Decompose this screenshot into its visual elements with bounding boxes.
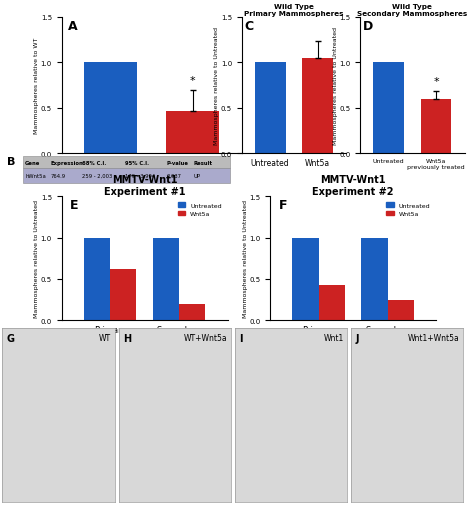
Text: 0.037: 0.037 bbox=[166, 174, 181, 179]
Y-axis label: Mammospheres relative to Untreated: Mammospheres relative to Untreated bbox=[34, 200, 39, 318]
Y-axis label: Mammospheres relative to Untreated: Mammospheres relative to Untreated bbox=[333, 27, 338, 145]
Text: C: C bbox=[244, 20, 253, 32]
Text: UP: UP bbox=[193, 174, 201, 179]
Text: 764.9: 764.9 bbox=[50, 174, 65, 179]
Bar bbox=[166, 111, 219, 154]
Text: hWnt5a: hWnt5a bbox=[25, 174, 46, 179]
Bar bbox=[388, 300, 414, 321]
Text: WT: WT bbox=[99, 333, 111, 342]
Text: A: A bbox=[68, 20, 78, 32]
Bar bbox=[23, 169, 230, 184]
Bar bbox=[84, 63, 137, 154]
Y-axis label: Mammospheres relative to Untreated: Mammospheres relative to Untreated bbox=[243, 200, 248, 318]
Bar bbox=[255, 63, 285, 154]
Text: Wnt1+Wnt5a: Wnt1+Wnt5a bbox=[408, 333, 460, 342]
Text: 259 - 2,003: 259 - 2,003 bbox=[82, 174, 112, 179]
Title: MMTV-Wnt1
Experiment #2: MMTV-Wnt1 Experiment #2 bbox=[312, 175, 394, 196]
Text: P-value: P-value bbox=[166, 160, 188, 165]
Text: WT+Wnt5a: WT+Wnt5a bbox=[184, 333, 228, 342]
Text: B: B bbox=[7, 157, 15, 167]
Bar bbox=[361, 238, 388, 321]
Legend: Untreated, Wnt5a: Untreated, Wnt5a bbox=[175, 200, 224, 219]
Text: Expression: Expression bbox=[50, 160, 83, 165]
Text: G: G bbox=[7, 333, 15, 343]
Bar bbox=[23, 157, 230, 169]
Bar bbox=[84, 238, 110, 321]
Text: F: F bbox=[278, 198, 287, 212]
Text: Result: Result bbox=[193, 160, 212, 165]
Bar bbox=[292, 238, 319, 321]
Title: Wild Type
Primary Mammospheres: Wild Type Primary Mammospheres bbox=[244, 4, 344, 17]
Text: I: I bbox=[239, 333, 243, 343]
Text: J: J bbox=[355, 333, 359, 343]
Text: Wnt1: Wnt1 bbox=[323, 333, 344, 342]
Title: MMTV-Wnt1
Experiment #1: MMTV-Wnt1 Experiment #1 bbox=[104, 175, 185, 196]
Text: 68% C.I.: 68% C.I. bbox=[82, 160, 107, 165]
Bar bbox=[110, 270, 137, 321]
Bar bbox=[153, 238, 179, 321]
Text: *: * bbox=[190, 76, 195, 86]
Bar bbox=[421, 99, 451, 154]
Bar bbox=[374, 63, 404, 154]
Y-axis label: Mammospheres relative to Untreated: Mammospheres relative to Untreated bbox=[214, 27, 219, 145]
Y-axis label: Mammospheres relative to WT: Mammospheres relative to WT bbox=[34, 38, 39, 134]
Bar bbox=[319, 285, 345, 321]
Bar bbox=[302, 59, 333, 154]
Text: *: * bbox=[433, 77, 439, 87]
Text: E: E bbox=[70, 198, 78, 212]
Title: Wild Type
Secondary Mammospheres: Wild Type Secondary Mammospheres bbox=[357, 4, 467, 17]
Text: Gene: Gene bbox=[25, 160, 41, 165]
Text: D: D bbox=[363, 20, 373, 32]
Text: 179 - 3,994: 179 - 3,994 bbox=[125, 174, 155, 179]
Bar bbox=[179, 304, 205, 321]
Legend: Untreated, Wnt5a: Untreated, Wnt5a bbox=[384, 200, 433, 219]
Text: 95% C.I.: 95% C.I. bbox=[125, 160, 149, 165]
Text: H: H bbox=[123, 333, 131, 343]
